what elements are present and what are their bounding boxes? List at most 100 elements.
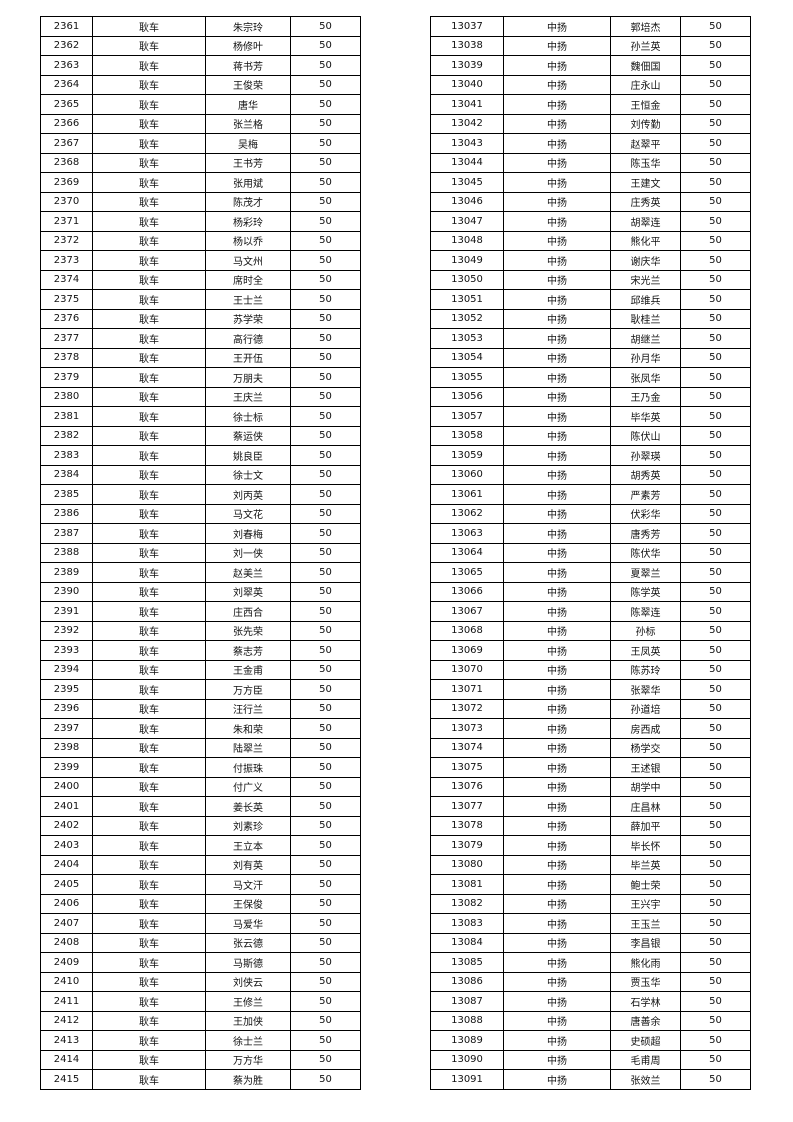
amount-cell: 50: [680, 172, 751, 193]
name-cell: 毕兰英: [610, 854, 681, 875]
table-row: 2383 耿车 姚良臣 50: [40, 445, 361, 466]
town-cell: 耿车: [92, 503, 206, 524]
table-row: 2395 耿车 万方臣 50: [40, 679, 361, 700]
town-cell: 中扬: [503, 640, 611, 661]
town-cell: 中扬: [503, 581, 611, 602]
name-cell: 伏彩华: [610, 503, 681, 524]
id-cell: 2402: [40, 815, 93, 836]
id-cell: 2391: [40, 601, 93, 622]
table-row: 2381 耿车 徐士标 50: [40, 406, 361, 427]
amount-cell: 50: [680, 991, 751, 1012]
name-cell: 王修兰: [205, 991, 291, 1012]
name-cell: 刘一侠: [205, 542, 291, 563]
name-cell: 熊化雨: [610, 952, 681, 973]
id-cell: 13088: [430, 1010, 504, 1031]
amount-cell: 50: [290, 971, 361, 992]
name-cell: 孙兰英: [610, 35, 681, 56]
table-row: 13086 中扬 贾玉华 50: [430, 971, 751, 992]
town-cell: 耿车: [92, 152, 206, 173]
amount-cell: 50: [680, 152, 751, 173]
name-cell: 孙标: [610, 620, 681, 641]
town-cell: 中扬: [503, 1010, 611, 1031]
town-cell: 中扬: [503, 133, 611, 154]
table-row: 13073 中扬 房西成 50: [430, 718, 751, 739]
table-row: 2402 耿车 刘素珍 50: [40, 815, 361, 836]
town-cell: 耿车: [92, 562, 206, 583]
town-cell: 耿车: [92, 1010, 206, 1031]
amount-cell: 50: [290, 835, 361, 856]
table-row: 13045 中扬 王建文 50: [430, 172, 751, 193]
id-cell: 2377: [40, 328, 93, 349]
id-cell: 2407: [40, 913, 93, 934]
name-cell: 陈玉华: [610, 152, 681, 173]
amount-cell: 50: [290, 776, 361, 797]
town-cell: 耿车: [92, 718, 206, 739]
id-cell: 13072: [430, 698, 504, 719]
town-cell: 中扬: [503, 1069, 611, 1090]
amount-cell: 50: [290, 581, 361, 602]
id-cell: 2387: [40, 523, 93, 544]
id-cell: 13041: [430, 94, 504, 115]
town-cell: 耿车: [92, 913, 206, 934]
name-cell: 刘侠云: [205, 971, 291, 992]
town-cell: 中扬: [503, 484, 611, 505]
name-cell: 李昌银: [610, 932, 681, 953]
id-cell: 13052: [430, 308, 504, 329]
table-row: 2388 耿车 刘一侠 50: [40, 542, 361, 563]
id-cell: 13084: [430, 932, 504, 953]
id-cell: 2415: [40, 1069, 93, 1090]
id-cell: 13074: [430, 737, 504, 758]
amount-cell: 50: [680, 601, 751, 622]
town-cell: 中扬: [503, 172, 611, 193]
amount-cell: 50: [680, 230, 751, 251]
id-cell: 2364: [40, 74, 93, 95]
table-row: 13052 中扬 耿桂兰 50: [430, 308, 751, 329]
amount-cell: 50: [290, 133, 361, 154]
amount-cell: 50: [290, 1030, 361, 1051]
name-cell: 姚良臣: [205, 445, 291, 466]
table-row: 2373 耿车 马文州 50: [40, 250, 361, 271]
town-cell: 中扬: [503, 815, 611, 836]
amount-cell: 50: [290, 757, 361, 778]
table-row: 2396 耿车 汪行兰 50: [40, 698, 361, 719]
id-cell: 2392: [40, 620, 93, 641]
town-cell: 耿车: [92, 932, 206, 953]
name-cell: 毛甫周: [610, 1049, 681, 1070]
amount-cell: 50: [290, 679, 361, 700]
amount-cell: 50: [680, 835, 751, 856]
name-cell: 陈伏山: [610, 425, 681, 446]
table-row: 13075 中扬 王述银 50: [430, 757, 751, 778]
town-cell: 耿车: [92, 35, 206, 56]
table-row: 13077 中扬 庄昌林 50: [430, 796, 751, 817]
table-row: 13037 中扬 郭培杰 50: [430, 16, 751, 37]
table-row: 2415 耿车 蔡为胜 50: [40, 1069, 361, 1090]
amount-cell: 50: [290, 718, 361, 739]
name-cell: 徐士兰: [205, 1030, 291, 1051]
id-cell: 2368: [40, 152, 93, 173]
id-cell: 13080: [430, 854, 504, 875]
table-row: 13064 中扬 陈伏华 50: [430, 542, 751, 563]
town-cell: 耿车: [92, 1049, 206, 1070]
town-cell: 耿车: [92, 854, 206, 875]
amount-cell: 50: [680, 737, 751, 758]
table-row: 2375 耿车 王士兰 50: [40, 289, 361, 310]
table-row: 2392 耿车 张先荣 50: [40, 620, 361, 641]
table-row: 2414 耿车 万方华 50: [40, 1049, 361, 1070]
table-row: 2378 耿车 王开伍 50: [40, 347, 361, 368]
amount-cell: 50: [680, 659, 751, 680]
name-cell: 唐善余: [610, 1010, 681, 1031]
town-cell: 耿车: [92, 55, 206, 76]
town-cell: 耿车: [92, 230, 206, 251]
id-cell: 2400: [40, 776, 93, 797]
table-row: 2397 耿车 朱和荣 50: [40, 718, 361, 739]
table-row: 13062 中扬 伏彩华 50: [430, 503, 751, 524]
name-cell: 王开伍: [205, 347, 291, 368]
id-cell: 2384: [40, 464, 93, 485]
town-cell: 耿车: [92, 679, 206, 700]
id-cell: 13087: [430, 991, 504, 1012]
table-row: 2393 耿车 蔡志芳 50: [40, 640, 361, 661]
name-cell: 石学林: [610, 991, 681, 1012]
town-cell: 耿车: [92, 94, 206, 115]
amount-cell: 50: [680, 815, 751, 836]
id-cell: 13059: [430, 445, 504, 466]
